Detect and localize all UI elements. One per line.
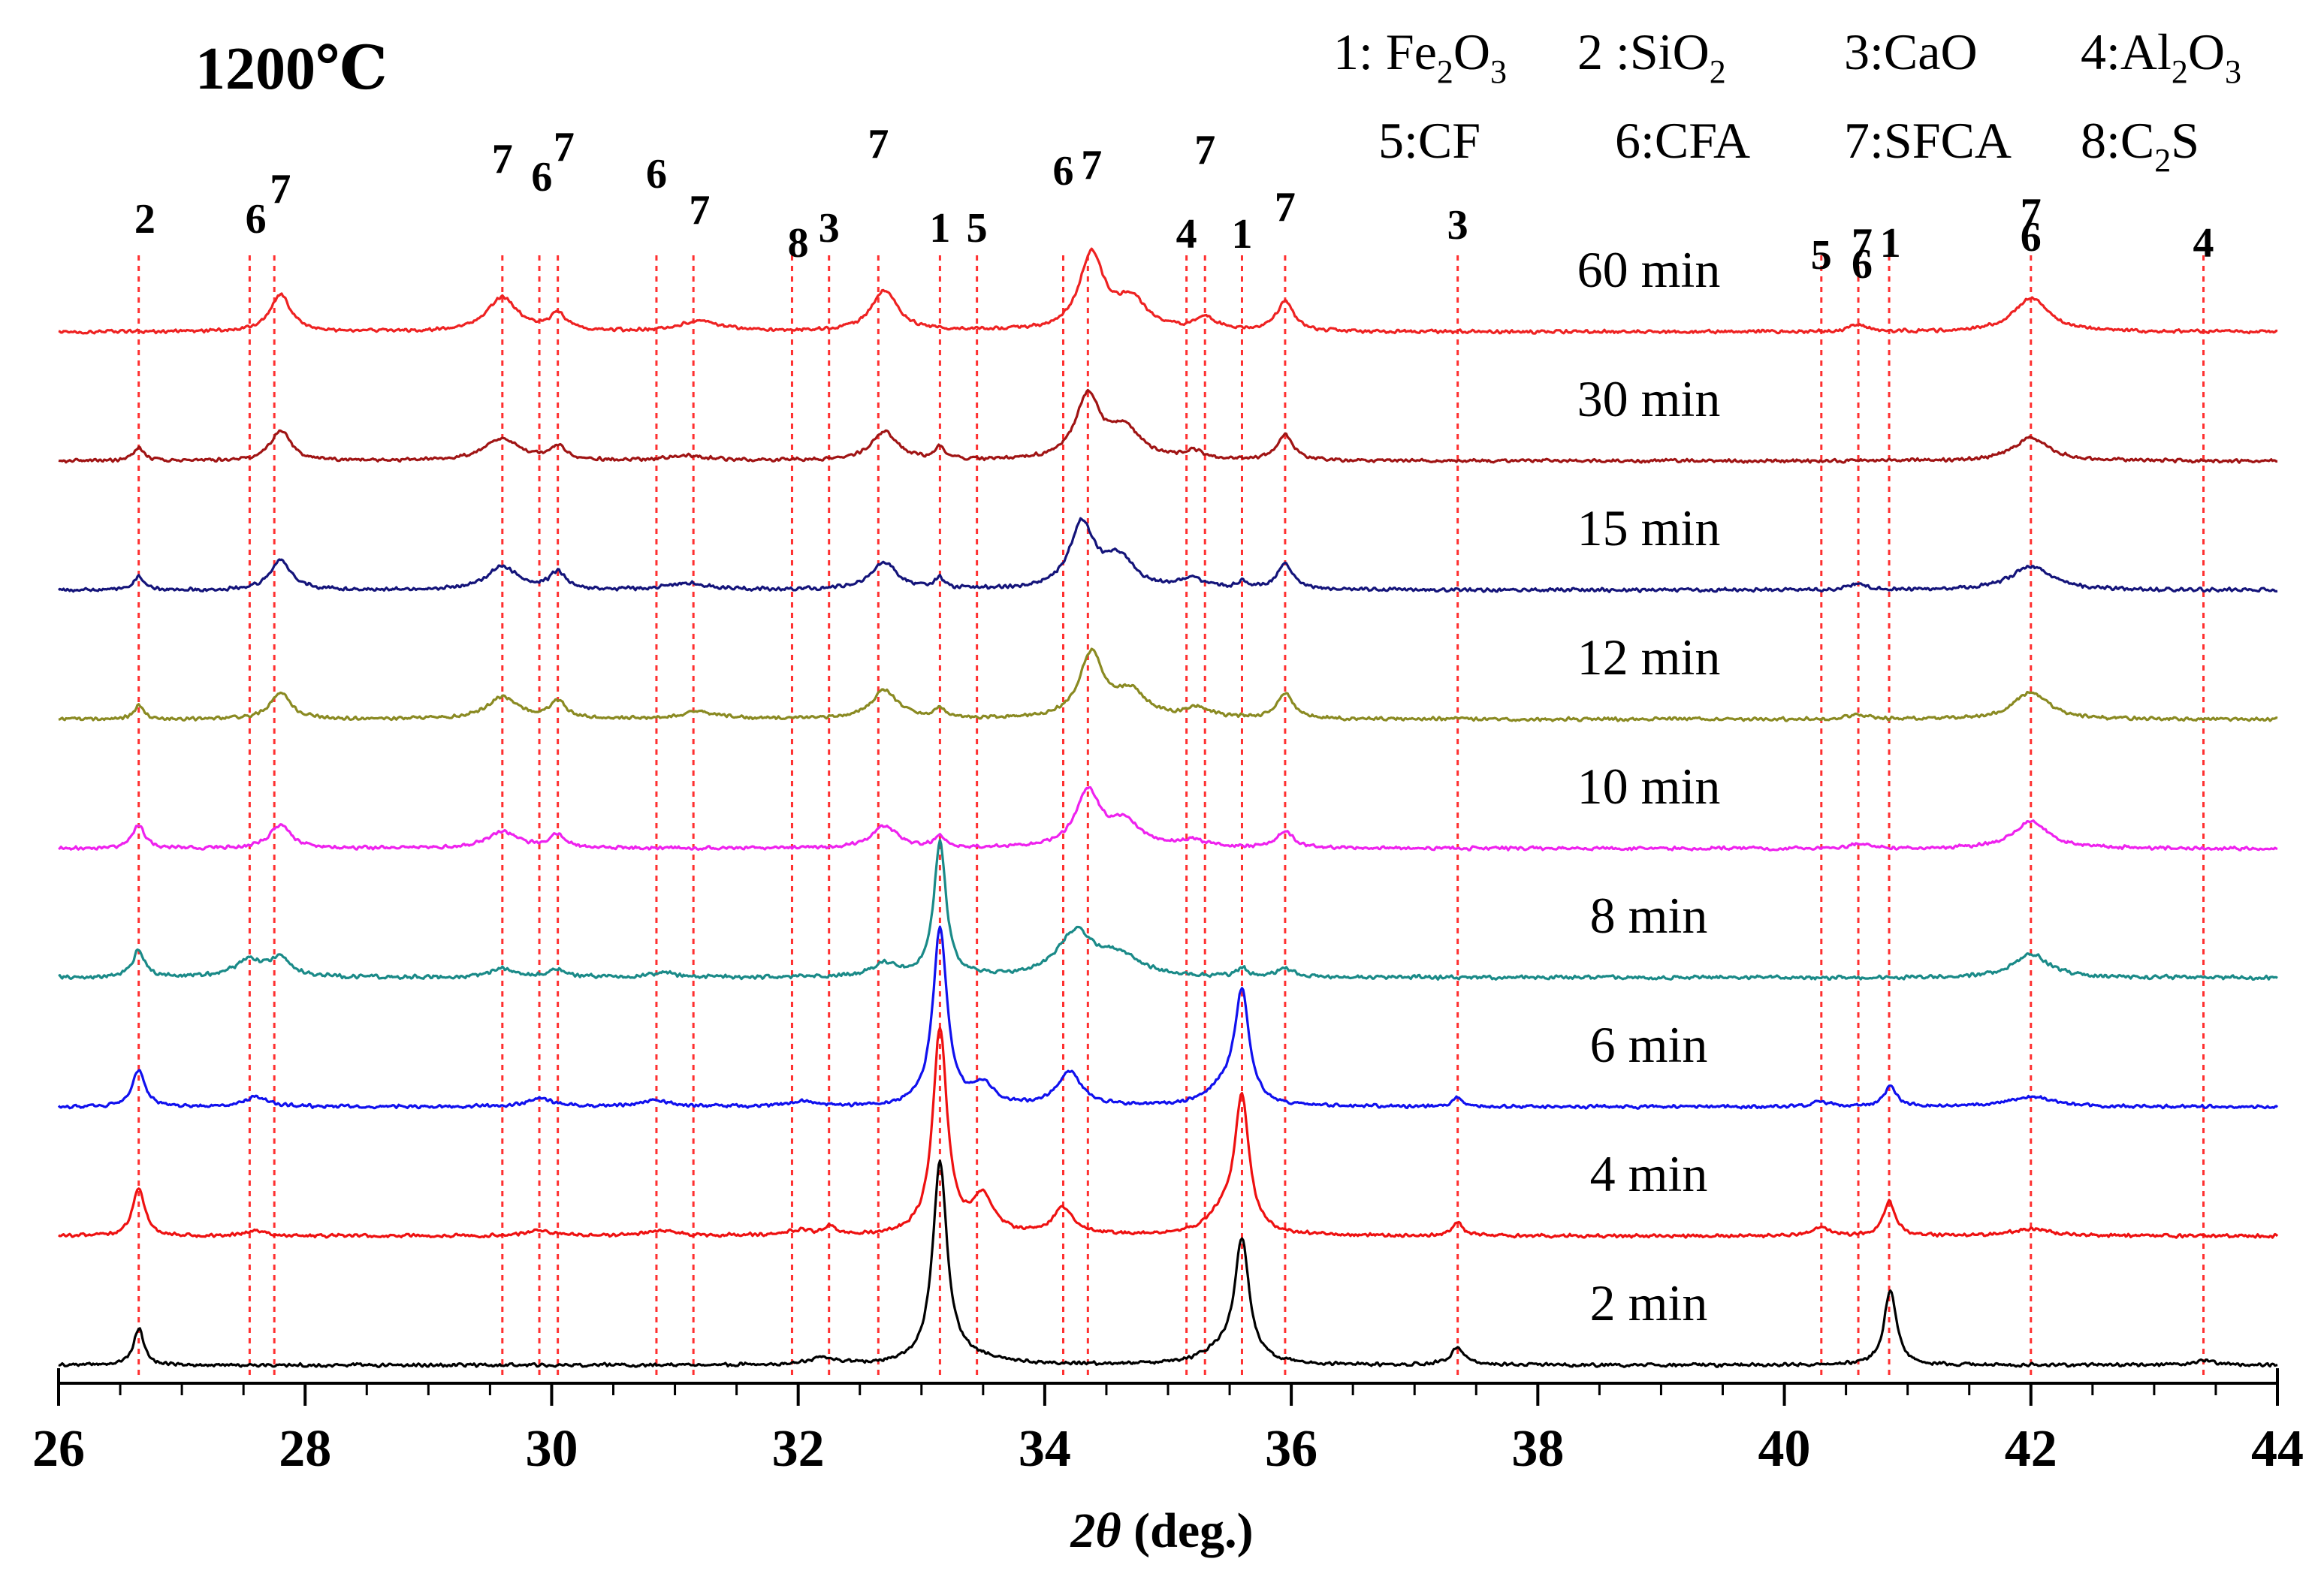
x-axis-label-unit: (deg.)	[1121, 1503, 1254, 1558]
legend-entry: 8:C2S	[2081, 112, 2199, 179]
series-label: 8 min	[1590, 887, 1708, 944]
series-label: 12 min	[1577, 629, 1721, 686]
series-line	[58, 388, 2277, 464]
x-axis: 26 28 30 32 34 36 38 40 42 44	[32, 1368, 2304, 1478]
series-line	[58, 1159, 2278, 1368]
series-labels: 2 min 4 min 6 min 8 min 10 min 12 min 15 min 30…	[1577, 241, 1721, 1331]
x-tick-label: 32	[772, 1420, 825, 1478]
phase-legend: 1: Fe2O3 2 :SiO2 3:CaO 4:Al2O3 5:CF 6:CFA 7:SF…	[1333, 23, 2241, 179]
peak-label: 7	[868, 121, 889, 167]
x-tick-label: 36	[1265, 1420, 1317, 1478]
legend-entry: 3:CaO	[1844, 23, 1978, 80]
peak-label: 5	[967, 205, 988, 252]
series-label: 60 min	[1577, 241, 1721, 298]
chart-title: 1200℃	[195, 36, 388, 102]
series-label: 30 min	[1577, 370, 1721, 427]
peak-label: 6	[531, 154, 552, 201]
legend-entry: 1: Fe2O3	[1333, 23, 1507, 90]
x-tick-label: 28	[279, 1420, 331, 1478]
x-tick-label: 40	[1758, 1420, 1811, 1478]
peak-label: 1	[1880, 220, 1901, 267]
peak-label: 6	[2021, 214, 2042, 261]
x-axis-label: 2θ (deg.)	[1070, 1503, 1253, 1558]
peak-label: 1	[1231, 211, 1252, 258]
peak-label: 6	[1852, 241, 1873, 288]
series-line	[57, 925, 2279, 1110]
peak-label: 6	[646, 151, 667, 197]
x-tick-label: 34	[1019, 1420, 1071, 1478]
diffraction-traces	[57, 247, 2279, 1368]
legend-entry: 5:CF	[1378, 112, 1480, 169]
peak-label: 7	[492, 136, 513, 182]
series-line	[57, 517, 2278, 593]
peak-label: 7	[1081, 142, 1102, 188]
peak-label: 6	[246, 196, 267, 243]
peak-label: 6	[1053, 148, 1074, 194]
series-label: 2 min	[1590, 1274, 1708, 1331]
x-tick-label: 44	[2251, 1420, 2304, 1478]
peak-label: 3	[819, 205, 840, 252]
legend-entry: 7:SFCA	[1844, 112, 2012, 169]
legend-entry: 4:Al2O3	[2081, 23, 2241, 90]
x-tick-label: 26	[32, 1420, 85, 1478]
x-axis-label-symbol: 2θ	[1070, 1503, 1121, 1558]
peak-label: 4	[1176, 211, 1197, 258]
peak-label: 4	[2193, 220, 2214, 267]
reference-lines	[137, 255, 2205, 1378]
series-label: 6 min	[1590, 1016, 1708, 1073]
peak-label: 3	[1447, 202, 1468, 249]
series-line	[58, 247, 2278, 335]
peak-label: 7	[2021, 190, 2042, 237]
peak-label: 7	[554, 124, 575, 170]
series-line	[58, 785, 2278, 852]
x-tick-label: 30	[525, 1420, 578, 1478]
series-label: 4 min	[1590, 1145, 1708, 1202]
peak-label: 7	[1275, 184, 1296, 231]
series-line	[58, 647, 2278, 722]
series-label: 10 min	[1577, 758, 1721, 815]
x-tick-label: 42	[2005, 1420, 2057, 1478]
peak-label: 2	[134, 196, 155, 243]
peak-label: 5	[1811, 232, 1832, 279]
peak-label: 7	[1194, 127, 1215, 173]
series-line	[58, 838, 2278, 981]
peak-label: 8	[788, 220, 809, 267]
legend-entry: 6:CFA	[1615, 112, 1750, 169]
peak-label: 7	[1852, 220, 1873, 267]
legend-entry: 2 :SiO2	[1577, 23, 1726, 90]
peak-label: 1	[929, 205, 950, 252]
peak-label: 7	[270, 166, 291, 213]
peak-label: 7	[689, 187, 710, 234]
x-tick-label: 38	[1511, 1420, 1564, 1478]
series-label: 15 min	[1577, 499, 1721, 556]
series-line	[58, 1027, 2279, 1239]
